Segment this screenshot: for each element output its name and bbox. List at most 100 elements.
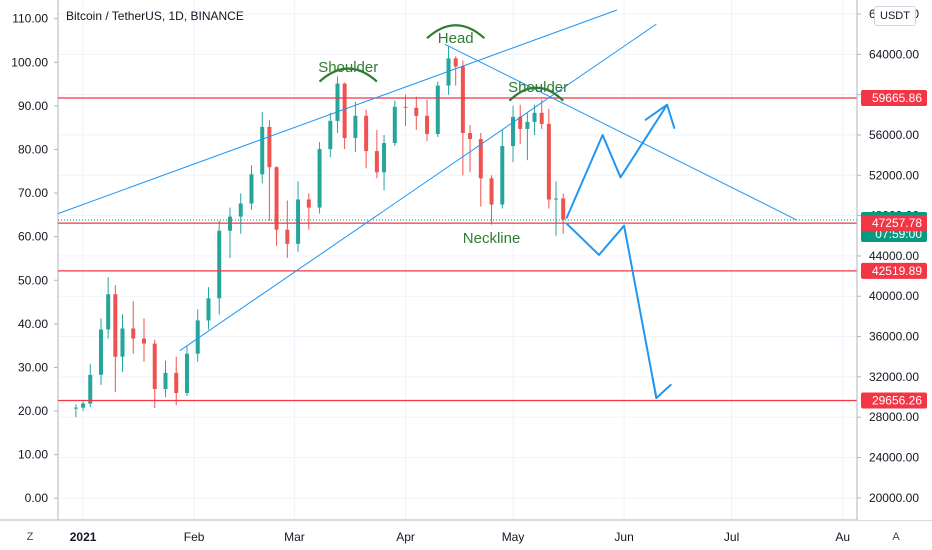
candle-body xyxy=(206,298,211,321)
left-shoulder-arc xyxy=(318,67,378,83)
time-axis-label: Mar xyxy=(284,530,305,544)
right-shoulder-label: Shoulder xyxy=(508,79,568,96)
candle-body xyxy=(546,123,551,200)
grid xyxy=(0,0,932,521)
right-axis: 20000.00 24000.00 28000.00 32000.00 36000.00… xyxy=(856,0,932,520)
time-axis-label: Au xyxy=(835,530,850,544)
left-axis-tick: 60.00 xyxy=(18,230,48,244)
horizontal-levels xyxy=(58,97,857,402)
left-axis-tick: 70.00 xyxy=(18,186,48,200)
time-axis-label: 2021 xyxy=(70,530,97,544)
candle-body xyxy=(335,83,340,121)
candle-body xyxy=(260,126,265,175)
projection-arrows xyxy=(565,103,676,400)
level-price-tag-bg xyxy=(861,90,927,107)
time-axis-label: Jun xyxy=(614,530,633,544)
chart-title: Bitcoin / TetherUS, 1D, BINANCE xyxy=(66,9,244,23)
right-axis-tick: 20000.00 xyxy=(869,491,919,505)
level-price-tag-bg xyxy=(861,262,927,279)
candle-body xyxy=(317,149,322,208)
right-axis-tick: 40000.00 xyxy=(869,289,919,303)
currency-button[interactable]: USDT xyxy=(874,6,916,26)
candle-body xyxy=(453,58,458,67)
candle-body xyxy=(525,121,530,129)
neckline-label: Neckline xyxy=(463,230,521,247)
candle-body xyxy=(274,167,279,230)
candle-body xyxy=(468,132,473,140)
left-axis-tick: 100.00 xyxy=(11,55,48,69)
right-axis-bg xyxy=(858,0,932,520)
candle-body xyxy=(414,107,419,116)
candle-body xyxy=(163,372,168,389)
bearish-arrowhead xyxy=(651,377,672,400)
candle-body xyxy=(460,66,465,133)
left-axis: 0.00 10.00 20.00 30.00 40.00 50.00 60.00 70.00 8… xyxy=(11,12,58,505)
candle-body xyxy=(296,199,301,244)
left-axis-tick: 50.00 xyxy=(18,273,48,287)
left-axis-tick: 30.00 xyxy=(18,360,48,374)
time-axis: 2021 Feb Mar Apr May Jun Jul Au xyxy=(70,530,850,544)
descending-trendline xyxy=(444,43,797,221)
candle-body xyxy=(120,328,125,357)
candle-body xyxy=(539,112,544,124)
candle-body xyxy=(403,106,408,108)
candle-body xyxy=(478,139,483,179)
candle-body xyxy=(435,85,440,134)
auto-scale-toggle[interactable]: A xyxy=(892,531,900,543)
level-price-tag: 59665.86 xyxy=(872,91,922,105)
level-price-tag: 42519.89 xyxy=(872,264,922,278)
head-arc xyxy=(426,24,486,40)
right-axis-tick: 36000.00 xyxy=(869,330,919,344)
time-axis-label: Apr xyxy=(396,530,415,544)
time-axis-label: Jul xyxy=(724,530,739,544)
candle-body xyxy=(392,106,397,144)
candle-body xyxy=(174,372,179,394)
level-price-tag-top: 47257.78 xyxy=(872,216,922,230)
left-axis-tick: 90.00 xyxy=(18,99,48,113)
candle-body xyxy=(328,120,333,150)
candle-body xyxy=(106,294,111,330)
candle-body xyxy=(489,178,494,205)
time-axis-label: May xyxy=(502,530,525,544)
right-axis-tick: 24000.00 xyxy=(869,451,919,465)
candle-body xyxy=(267,126,272,168)
candles xyxy=(73,46,566,418)
head-label: Head xyxy=(438,30,474,47)
left-axis-tick: 110.00 xyxy=(12,12,48,26)
candle-body xyxy=(364,115,369,152)
right-axis-tick: 32000.00 xyxy=(869,370,919,384)
candle-body xyxy=(374,151,379,173)
right-axis-tick: 28000.00 xyxy=(869,410,919,424)
left-axis-tick: 80.00 xyxy=(18,142,48,156)
level-price-tag-top-bg xyxy=(861,215,927,232)
right-axis-tick: 64000.00 xyxy=(869,47,919,61)
bearish-path xyxy=(565,222,658,400)
candle-body xyxy=(113,294,118,357)
candle-body xyxy=(152,343,157,389)
candle-body xyxy=(500,146,505,205)
log-scale-toggle[interactable]: Z xyxy=(26,531,34,543)
right-axis-tick: 52000.00 xyxy=(869,168,919,182)
candle-body xyxy=(511,116,516,147)
bullish-path xyxy=(565,103,669,219)
candle-body xyxy=(217,230,222,299)
candle-body xyxy=(131,328,136,339)
left-axis-tick: 40.00 xyxy=(18,317,48,331)
candle-body xyxy=(306,199,311,208)
candle-body xyxy=(285,229,290,244)
left-axis-tick: 0.00 xyxy=(25,491,49,505)
lower-channel-line xyxy=(179,23,657,352)
candle-body xyxy=(73,407,78,409)
candle-body xyxy=(518,116,523,129)
candle-body xyxy=(141,338,146,344)
right-shoulder-arc xyxy=(508,86,564,102)
candle-body xyxy=(184,353,189,394)
trendlines xyxy=(57,9,797,352)
level-price-tag: 29656.26 xyxy=(872,394,922,408)
candle-body xyxy=(382,143,387,173)
candle-body xyxy=(532,112,537,122)
upper-channel-line xyxy=(57,9,618,215)
candle-body xyxy=(561,198,566,220)
left-axis-tick: 10.00 xyxy=(18,448,48,462)
